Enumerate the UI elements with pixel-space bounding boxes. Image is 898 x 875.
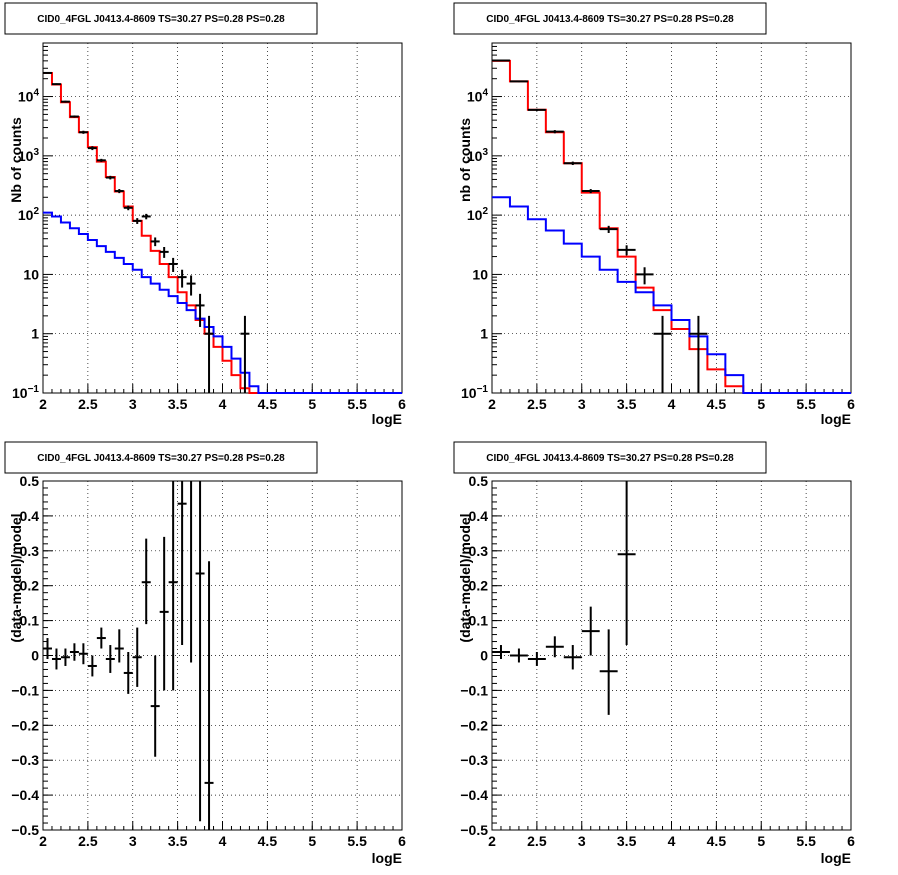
y-axis-title: (data-model)/model: [8, 513, 24, 642]
x-axis-title: logE: [821, 850, 851, 866]
pad-title-box: [4, 2, 318, 35]
y-tick-label: 0.1: [20, 613, 40, 629]
x-tick-label: 3.5: [168, 833, 188, 849]
x-tick-label: 2.5: [527, 833, 547, 849]
x-tick-label: 6: [847, 833, 855, 849]
x-tick-label: 5.5: [796, 396, 816, 412]
x-axis-title: logE: [372, 411, 402, 427]
pad-top-right: CID0_4FGL J0413.4-8609 TS=30.27 PS=0.28 …: [453, 2, 855, 427]
background-model-line: [43, 211, 402, 394]
y-tick-label: 0.3: [20, 543, 40, 559]
y-tick-label: 0.5: [469, 473, 489, 489]
x-tick-label: 4.5: [707, 833, 727, 849]
x-tick-label: 3: [129, 833, 137, 849]
x-tick-label: 3: [578, 833, 586, 849]
x-tick-label: 2.5: [78, 396, 98, 412]
y-tick-label: 1: [31, 326, 39, 342]
y-axis-title: Nb of counts: [8, 117, 24, 203]
x-tick-label: 4: [668, 833, 676, 849]
plot-frame: [42, 42, 403, 394]
y-tick-label: 103: [18, 147, 40, 164]
pad-bottom-right: CID0_4FGL J0413.4-8609 TS=30.27 PS=0.28 …: [453, 441, 855, 866]
x-tick-label: 5: [757, 833, 765, 849]
y-tick-label: 104: [467, 88, 489, 105]
y-tick-label: −0.5: [460, 822, 488, 838]
x-tick-label: 4.5: [258, 833, 278, 849]
y-tick-label: −0.3: [11, 752, 39, 768]
y-tick-label: 104: [18, 88, 40, 105]
y-tick-label: 0.2: [469, 578, 489, 594]
x-tick-label: 5.5: [796, 833, 816, 849]
plot-frame: [491, 480, 852, 831]
x-tick-label: 6: [398, 833, 406, 849]
y-tick-label: 0.2: [20, 578, 40, 594]
x-tick-label: 6: [398, 396, 406, 412]
plot-frame: [42, 480, 403, 831]
x-tick-label: 4: [219, 396, 227, 412]
y-tick-label: −0.1: [11, 682, 39, 698]
y-tick-label: 0: [480, 648, 488, 664]
pad-top-left: CID0_4FGL J0413.4-8609 TS=30.27 PS=0.28 …: [4, 2, 406, 427]
y-axis-title: (data-model)/model: [457, 513, 473, 642]
x-tick-label: 3: [578, 396, 586, 412]
background-model-line: [492, 196, 851, 394]
pad-title: CID0_4FGL J0413.4-8609 TS=30.27 PS=0.28 …: [37, 14, 285, 25]
x-tick-label: 6: [847, 396, 855, 412]
y-tick-label: 0.5: [20, 473, 40, 489]
y-tick-label: −0.1: [460, 682, 488, 698]
x-tick-label: 3.5: [617, 396, 637, 412]
y-tick-label: −0.4: [11, 787, 39, 803]
x-tick-label: 3: [129, 396, 137, 412]
x-axis-title: logE: [821, 411, 851, 427]
pad-title: CID0_4FGL J0413.4-8609 TS=30.27 PS=0.28 …: [486, 14, 734, 25]
x-tick-label: 4: [668, 396, 676, 412]
x-tick-label: 2: [39, 833, 47, 849]
x-tick-label: 4.5: [707, 396, 727, 412]
pad-title-box: [4, 441, 318, 474]
y-tick-label: 0.4: [469, 508, 489, 524]
y-tick-label: 103: [467, 147, 489, 164]
pad-title: CID0_4FGL J0413.4-8609 TS=30.27 PS=0.28 …: [37, 453, 285, 464]
x-axis-title: logE: [372, 850, 402, 866]
x-tick-label: 4: [219, 833, 227, 849]
x-tick-label: 5.5: [347, 396, 367, 412]
y-tick-label: 1: [480, 326, 488, 342]
y-tick-label: 0.1: [469, 613, 489, 629]
x-tick-label: 2: [39, 396, 47, 412]
x-tick-label: 5.5: [347, 833, 367, 849]
y-tick-label: 10−1: [461, 384, 488, 401]
x-tick-label: 2.5: [527, 396, 547, 412]
y-tick-label: −0.2: [11, 717, 39, 733]
x-tick-label: 5: [308, 396, 316, 412]
pad-title-box: [453, 2, 767, 35]
y-tick-label: −0.5: [11, 822, 39, 838]
x-tick-label: 5: [757, 396, 765, 412]
x-tick-label: 5: [308, 833, 316, 849]
y-tick-label: −0.2: [460, 717, 488, 733]
y-tick-label: 0: [31, 648, 39, 664]
x-tick-label: 3.5: [168, 396, 188, 412]
y-axis-title: nb of counts: [457, 118, 473, 202]
y-tick-label: 102: [467, 206, 489, 223]
x-tick-label: 2.5: [78, 833, 98, 849]
x-tick-label: 2: [488, 396, 496, 412]
pad-bottom-left: CID0_4FGL J0413.4-8609 TS=30.27 PS=0.28 …: [4, 441, 406, 866]
y-tick-label: 10: [472, 266, 488, 282]
y-tick-label: 10: [23, 266, 39, 282]
x-tick-label: 3.5: [617, 833, 637, 849]
y-tick-label: 0.4: [20, 508, 40, 524]
y-tick-label: −0.4: [460, 787, 488, 803]
y-tick-label: 102: [18, 206, 40, 223]
pad-title: CID0_4FGL J0413.4-8609 TS=30.27 PS=0.28 …: [486, 453, 734, 464]
y-tick-label: 0.3: [469, 543, 489, 559]
y-tick-label: −0.3: [460, 752, 488, 768]
y-tick-label: 10−1: [12, 384, 39, 401]
x-tick-label: 2: [488, 833, 496, 849]
x-tick-label: 4.5: [258, 396, 278, 412]
pad-title-box: [453, 441, 767, 474]
